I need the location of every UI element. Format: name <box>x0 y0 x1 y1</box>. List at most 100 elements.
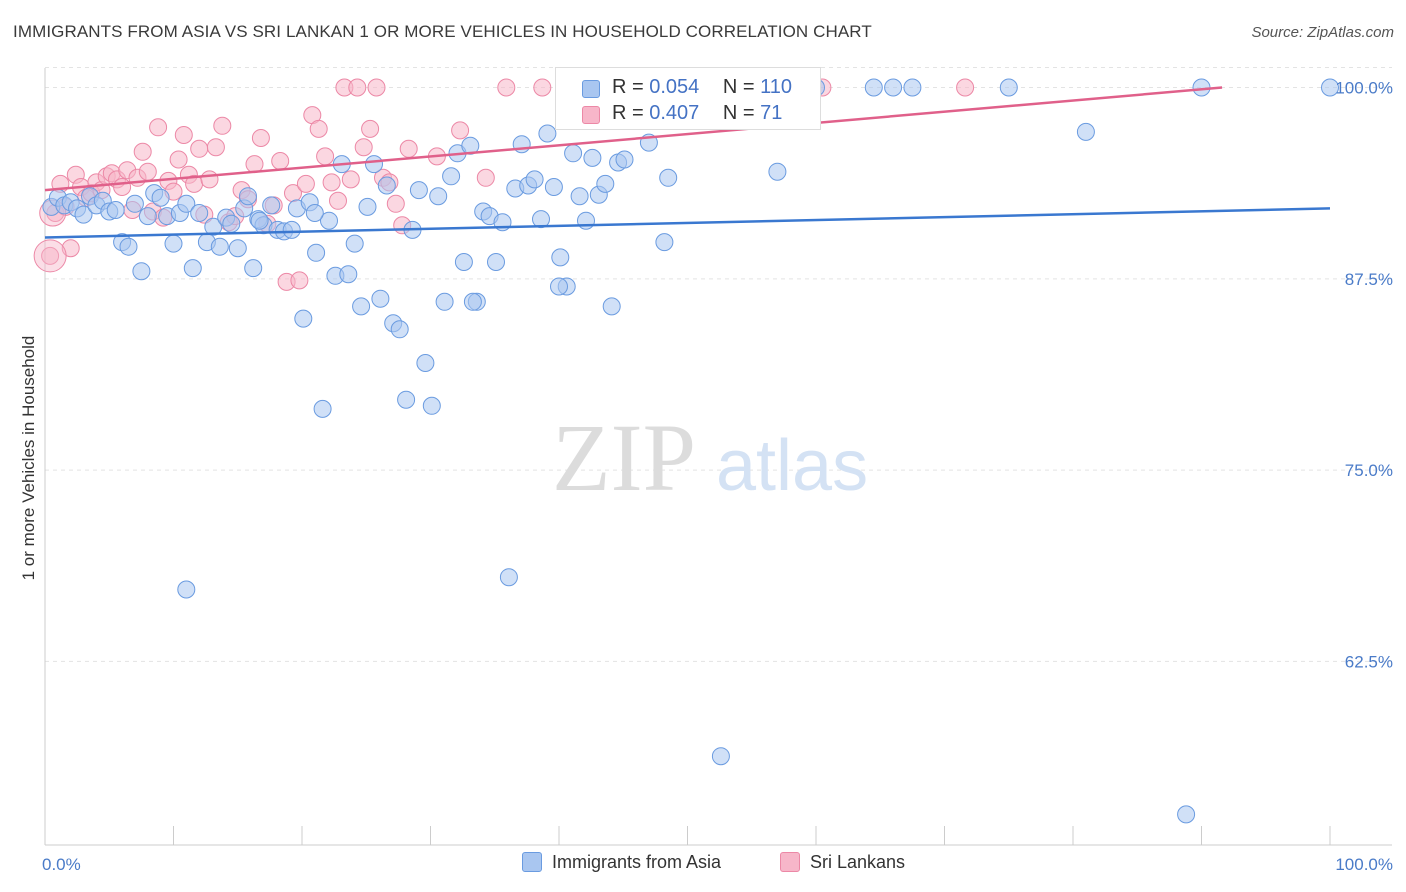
srilanka-point <box>316 147 335 166</box>
asia-point <box>358 197 377 216</box>
asia-point <box>659 168 678 187</box>
asia-point <box>210 237 229 256</box>
asia-point <box>250 211 269 230</box>
srilanka-point <box>341 170 360 189</box>
asia-point <box>532 210 550 229</box>
bottom-legend-srilanka: Sri Lankans <box>780 852 905 873</box>
asia-point <box>239 187 257 206</box>
asia-point <box>390 320 409 339</box>
asia-point <box>294 309 313 328</box>
asia-point <box>377 176 396 195</box>
srilanka-point <box>200 170 219 189</box>
asia-point <box>397 390 416 409</box>
srilanka-point <box>329 191 347 210</box>
legend-r-label: R = <box>612 76 650 98</box>
asia-point <box>454 253 473 271</box>
asia-point <box>282 220 301 239</box>
srilanka-point <box>133 142 152 161</box>
asia-point <box>903 78 922 97</box>
asia-point <box>313 399 332 418</box>
srilanka-point <box>451 121 470 140</box>
srilanka-point <box>251 129 270 147</box>
asia-point <box>999 78 1018 97</box>
asia-point <box>864 78 883 97</box>
asia-point <box>204 217 223 236</box>
asia-point <box>429 187 448 206</box>
watermark-zip: ZIP <box>552 404 696 511</box>
tick-labels: 100.0% 87.5% 75.0% 62.5% 0.0% 100.0% <box>42 79 1393 874</box>
asia-point <box>655 233 674 252</box>
legend-row-asia: R = 0.054 N = 110 <box>582 76 792 99</box>
srilanka-point <box>138 162 157 181</box>
asia-point <box>119 237 138 256</box>
chart-source: Source: ZipAtlas.com <box>1251 24 1394 41</box>
asia-point <box>538 124 557 143</box>
srilanka-point <box>399 139 418 158</box>
srilanka-point <box>61 239 80 258</box>
asia-point <box>320 211 338 230</box>
srilanka-point <box>348 78 367 97</box>
asia-point <box>164 234 183 253</box>
legend-n-label: N = <box>722 76 761 98</box>
asia-trend-line <box>44 207 1331 239</box>
srilanka-point <box>354 138 373 157</box>
asia-point <box>463 292 482 311</box>
asia-point <box>550 277 568 296</box>
asia-point <box>244 259 263 278</box>
asia-point <box>551 248 570 267</box>
srilanka-points <box>33 78 975 291</box>
asia-point <box>1321 78 1339 97</box>
asia-point <box>183 259 202 278</box>
legend-r-label: R = <box>612 102 650 124</box>
asia-point <box>365 155 383 174</box>
srilanka-point <box>533 78 552 97</box>
legend-r-value-srilanka: 0.407 <box>649 102 700 124</box>
srilanka-point <box>367 78 386 97</box>
asia-point <box>177 580 196 599</box>
asia-point <box>602 297 621 316</box>
chart-title: IMMIGRANTS FROM ASIA VS SRI LANKAN 1 OR … <box>13 22 872 41</box>
srilanka-trend-line <box>44 86 1223 192</box>
asia-points <box>42 78 1339 824</box>
srilanka-point <box>956 78 975 97</box>
x-tick-label-max: 100.0% <box>1335 855 1393 874</box>
legend-n-value-asia: 110 <box>760 76 793 98</box>
y-tick-label: 100.0% <box>1335 79 1393 98</box>
gridlines <box>45 67 1392 662</box>
srilanka-point <box>169 150 188 169</box>
y-tick-label: 75.0% <box>1345 461 1393 480</box>
legend-swatch-asia <box>582 80 600 98</box>
x-tick-label-min: 0.0% <box>42 855 81 874</box>
y-tick-label: 62.5% <box>1345 652 1393 671</box>
asia-point <box>615 150 634 169</box>
srilanka-point <box>386 194 405 213</box>
srilanka-point-large <box>33 239 67 273</box>
asia-point <box>352 297 371 316</box>
asia-point <box>435 292 454 311</box>
asia-point <box>768 162 787 181</box>
asia-point <box>487 253 505 271</box>
asia-point <box>177 194 196 213</box>
srilanka-point <box>497 78 516 97</box>
asia-point <box>583 148 602 167</box>
srilanka-point <box>476 168 495 187</box>
asia-point <box>577 211 595 230</box>
asia-point <box>409 181 428 200</box>
y-tick-label: 87.5% <box>1345 270 1393 289</box>
asia-point <box>442 167 461 186</box>
srilanka-point <box>206 138 225 157</box>
asia-point <box>190 204 209 222</box>
watermark: ZIP atlas <box>552 404 868 511</box>
watermark-atlas: atlas <box>716 426 868 506</box>
legend-n-value-srilanka: 71 <box>760 102 783 124</box>
asia-point <box>1177 805 1196 824</box>
legend: R = 0.054 N = 110 R = 0.407 N = 71 <box>555 67 821 130</box>
asia-point <box>499 568 518 587</box>
trend-lines <box>44 86 1331 239</box>
asia-point <box>307 243 326 262</box>
bottom-legend-srilanka-label: Sri Lankans <box>810 852 906 872</box>
legend-n-label: N = <box>722 102 761 124</box>
asia-point <box>345 234 364 253</box>
srilanka-point <box>271 152 290 170</box>
